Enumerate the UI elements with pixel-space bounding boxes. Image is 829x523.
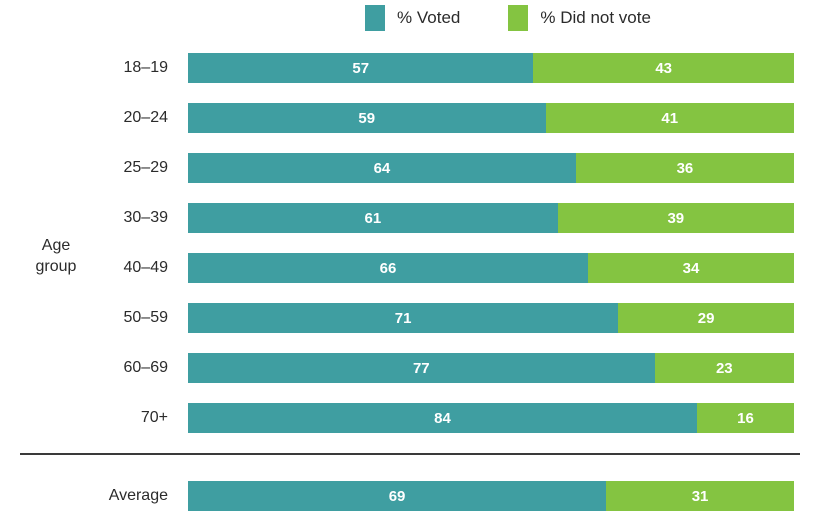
stacked-bar: 61 39 bbox=[188, 203, 794, 233]
did-not-vote-segment: 36 bbox=[575, 153, 794, 183]
voted-segment: 57 bbox=[188, 53, 534, 83]
voted-value: 57 bbox=[352, 59, 370, 77]
rows: 18–19 57 43 20–24 59 41 25–29 64 36 30–39 61 39 40–4… bbox=[0, 53, 829, 511]
voted-segment: 64 bbox=[188, 153, 576, 183]
row-label: 40–49 bbox=[123, 259, 169, 276]
did-not-vote-segment: 29 bbox=[618, 303, 794, 333]
voted-value: 61 bbox=[364, 209, 382, 227]
stacked-bar: 64 36 bbox=[188, 153, 794, 183]
age-row: 70+ 84 16 bbox=[0, 403, 829, 433]
legend-label-voted: % Voted bbox=[397, 8, 461, 27]
did-not-vote-value: 36 bbox=[676, 159, 694, 177]
voted-segment: 71 bbox=[188, 303, 619, 333]
legend-item-voted: % Voted bbox=[365, 5, 460, 31]
row-label: 18–19 bbox=[123, 59, 169, 76]
did-not-vote-value: 34 bbox=[682, 259, 700, 277]
voted-value: 59 bbox=[358, 109, 376, 127]
row-label: 30–39 bbox=[123, 209, 169, 226]
voted-segment: 77 bbox=[188, 353, 655, 383]
row-label: 70+ bbox=[140, 409, 168, 426]
row-label: Average bbox=[108, 487, 168, 504]
voted-segment: 59 bbox=[188, 103, 546, 133]
did-not-vote-segment: 43 bbox=[533, 53, 794, 83]
did-not-vote-segment: 23 bbox=[654, 353, 794, 383]
did-not-vote-value: 43 bbox=[655, 59, 673, 77]
did-not-vote-swatch-icon bbox=[508, 5, 529, 31]
did-not-vote-value: 41 bbox=[661, 109, 679, 127]
did-not-vote-value: 23 bbox=[715, 359, 733, 377]
stacked-bar: 66 34 bbox=[188, 253, 794, 283]
voted-value: 64 bbox=[373, 159, 391, 177]
voted-value: 71 bbox=[394, 309, 412, 327]
stacked-bar: 59 41 bbox=[188, 103, 794, 133]
age-row: 50–59 71 29 bbox=[0, 303, 829, 333]
stacked-bar: 77 23 bbox=[188, 353, 794, 383]
voted-segment: 61 bbox=[188, 203, 558, 233]
voted-segment: 66 bbox=[188, 253, 588, 283]
row-label: 25–29 bbox=[123, 159, 169, 176]
row-label: 20–24 bbox=[123, 109, 169, 126]
voted-segment: 69 bbox=[188, 481, 607, 511]
did-not-vote-value: 29 bbox=[697, 309, 715, 327]
voted-value: 69 bbox=[388, 487, 406, 505]
y-axis-label: Age group bbox=[35, 237, 77, 275]
did-not-vote-value: 39 bbox=[667, 209, 685, 227]
voted-value: 84 bbox=[434, 409, 451, 427]
average-divider bbox=[20, 453, 800, 455]
did-not-vote-value: 31 bbox=[691, 487, 709, 505]
did-not-vote-segment: 34 bbox=[587, 253, 794, 283]
stacked-bar: 84 16 bbox=[188, 403, 794, 433]
voted-swatch-icon bbox=[365, 5, 386, 31]
did-not-vote-segment: 41 bbox=[545, 103, 794, 133]
row-label: 60–69 bbox=[123, 359, 169, 376]
legend: % Voted % Did not vote bbox=[188, 5, 794, 31]
legend-label-did-not-vote: % Did not vote bbox=[540, 8, 651, 27]
average-row: Average 69 31 bbox=[0, 481, 829, 511]
age-row: 60–69 77 23 bbox=[0, 353, 829, 383]
age-row: 30–39 61 39 bbox=[0, 203, 829, 233]
voted-segment: 84 bbox=[188, 403, 698, 433]
age-row: 20–24 59 41 bbox=[0, 103, 829, 133]
voted-value: 77 bbox=[412, 359, 430, 377]
age-row: 40–49 66 34 bbox=[0, 253, 829, 283]
did-not-vote-segment: 16 bbox=[697, 403, 794, 433]
legend-item-did-not-vote: % Did not vote bbox=[508, 5, 651, 31]
age-row: 25–29 64 36 bbox=[0, 153, 829, 183]
age-row: 18–19 57 43 bbox=[0, 53, 829, 83]
voted-value: 66 bbox=[379, 259, 397, 277]
stacked-bar: 69 31 bbox=[188, 481, 794, 511]
did-not-vote-value: 16 bbox=[737, 409, 754, 427]
row-label: 50–59 bbox=[123, 309, 169, 326]
stacked-bar: 57 43 bbox=[188, 53, 794, 83]
did-not-vote-segment: 31 bbox=[606, 481, 794, 511]
did-not-vote-segment: 39 bbox=[557, 203, 794, 233]
stacked-bar: 71 29 bbox=[188, 303, 794, 333]
